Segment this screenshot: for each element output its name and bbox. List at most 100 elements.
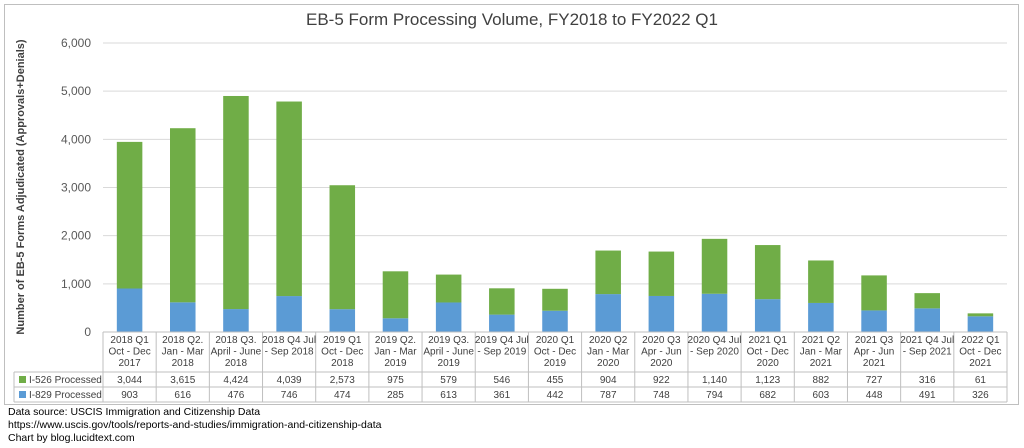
category-label: April - June bbox=[211, 347, 262, 358]
data-label: 4,424 bbox=[223, 375, 248, 386]
data-label: 794 bbox=[706, 390, 723, 401]
bar-i-829-processed bbox=[861, 310, 887, 332]
y-tick-label: 5,000 bbox=[61, 84, 91, 98]
category-label: 2018 bbox=[225, 358, 248, 369]
bar-i-526-processed bbox=[914, 293, 940, 309]
bar-i-526-processed bbox=[861, 275, 887, 311]
data-label: 1,123 bbox=[755, 375, 780, 386]
footer: Data source: USCIS Immigration and Citiz… bbox=[8, 406, 382, 445]
bar-i-526-processed bbox=[595, 250, 621, 295]
data-label: 3,615 bbox=[170, 375, 195, 386]
category-label: 2021 Q1 bbox=[749, 335, 788, 346]
category-label: 2018 bbox=[331, 358, 354, 369]
data-label: 613 bbox=[440, 390, 457, 401]
bar-i-526-processed bbox=[116, 141, 143, 289]
footer-source: Data source: USCIS Immigration and Citiz… bbox=[8, 406, 261, 418]
category-label: 2021 Q3 bbox=[855, 335, 894, 346]
category-label: Apr - Jun bbox=[641, 347, 682, 358]
bar-i-829-processed bbox=[489, 314, 515, 332]
data-label: 682 bbox=[759, 390, 776, 401]
category-label: - Sep 2020 bbox=[690, 347, 739, 358]
category-label: 2019 Q1 bbox=[323, 335, 362, 346]
category-label: Oct - Dec bbox=[108, 347, 150, 358]
category-label: Oct - Dec bbox=[321, 347, 363, 358]
category-label: 2017 bbox=[118, 358, 141, 369]
legend-entry: I-829 Processed bbox=[29, 390, 102, 401]
bar-i-829-processed bbox=[648, 295, 675, 332]
category-label: 2021 Q4 Jul bbox=[900, 335, 954, 346]
bar-i-526-processed bbox=[223, 95, 249, 310]
bar-i-829-processed bbox=[914, 308, 940, 332]
bar-i-829-processed bbox=[542, 310, 568, 332]
bar-i-829-processed bbox=[967, 316, 994, 332]
bar-i-829-processed bbox=[701, 293, 728, 332]
bar-i-526-processed bbox=[170, 128, 196, 303]
data-label: 546 bbox=[493, 375, 510, 386]
data-label: 3,044 bbox=[117, 375, 142, 386]
category-label: 2019 bbox=[384, 358, 407, 369]
legend-swatch bbox=[19, 391, 26, 398]
data-label: 316 bbox=[919, 375, 936, 386]
bar-i-829-processed bbox=[329, 309, 356, 332]
data-label: 616 bbox=[174, 390, 191, 401]
category-label: 2018 Q1 bbox=[110, 335, 149, 346]
y-tick-label: 4,000 bbox=[61, 132, 91, 146]
bar-i-829-processed bbox=[808, 302, 834, 332]
category-label: 2019 Q3. bbox=[428, 335, 469, 346]
category-label: Oct - Dec bbox=[959, 347, 1001, 358]
bar-i-829-processed bbox=[754, 299, 781, 332]
bar-i-526-processed bbox=[382, 271, 409, 319]
category-label: 2020 Q2 bbox=[589, 335, 628, 346]
bar-i-526-processed bbox=[329, 185, 356, 310]
category-label: 2020 Q1 bbox=[536, 335, 575, 346]
y-tick-label: 1,000 bbox=[61, 277, 91, 291]
bar-i-526-processed bbox=[967, 313, 994, 317]
category-label: 2018 Q4 Jul bbox=[262, 335, 316, 346]
category-label: Jan - Mar bbox=[162, 347, 205, 358]
data-label: 787 bbox=[600, 390, 617, 401]
data-label: 727 bbox=[866, 375, 883, 386]
category-label: 2018 Q3. bbox=[215, 335, 256, 346]
footer-url: https://www.uscis.gov/tools/reports-and-… bbox=[8, 419, 382, 431]
data-label: 442 bbox=[547, 390, 564, 401]
bar-i-526-processed bbox=[435, 274, 462, 303]
category-label: 2019 bbox=[544, 358, 567, 369]
category-label: 2020 Q3 bbox=[642, 335, 681, 346]
category-label: Apr - Jun bbox=[854, 347, 895, 358]
category-label: Jan - Mar bbox=[587, 347, 630, 358]
data-label: 748 bbox=[653, 390, 670, 401]
bar-i-829-processed bbox=[116, 288, 143, 332]
category-label: 2019 Q4 Jul bbox=[475, 335, 529, 346]
bar-i-829-processed bbox=[276, 296, 302, 332]
bar-i-526-processed bbox=[754, 245, 781, 300]
data-label: 904 bbox=[600, 375, 617, 386]
footer-credit: Chart by blog.lucidtext.com bbox=[8, 432, 135, 444]
bar-i-526-processed bbox=[542, 288, 568, 311]
data-label: 326 bbox=[972, 390, 989, 401]
category-label: 2020 bbox=[597, 358, 620, 369]
category-label: 2020 bbox=[650, 358, 673, 369]
data-label: 922 bbox=[653, 375, 670, 386]
data-label: 1,140 bbox=[702, 375, 727, 386]
y-tick-label: 6,000 bbox=[61, 36, 91, 50]
data-label: 474 bbox=[334, 390, 351, 401]
data-label: 903 bbox=[121, 390, 138, 401]
data-label: 2,573 bbox=[330, 375, 355, 386]
category-label: Jan - Mar bbox=[800, 347, 843, 358]
bar-i-829-processed bbox=[223, 309, 249, 332]
data-label: 448 bbox=[866, 390, 883, 401]
y-tick-label: 3,000 bbox=[61, 181, 91, 195]
category-label: 2022 Q1 bbox=[961, 335, 1000, 346]
category-label: 2018 bbox=[172, 358, 195, 369]
data-label: 603 bbox=[813, 390, 830, 401]
data-label: 455 bbox=[547, 375, 564, 386]
data-label: 361 bbox=[493, 390, 510, 401]
category-label: 2021 bbox=[969, 358, 992, 369]
category-label: April - June bbox=[423, 347, 474, 358]
category-label: - Sep 2021 bbox=[903, 347, 952, 358]
bar-i-526-processed bbox=[808, 260, 834, 303]
bar-i-526-processed bbox=[489, 288, 515, 315]
category-label: 2020 bbox=[757, 358, 780, 369]
